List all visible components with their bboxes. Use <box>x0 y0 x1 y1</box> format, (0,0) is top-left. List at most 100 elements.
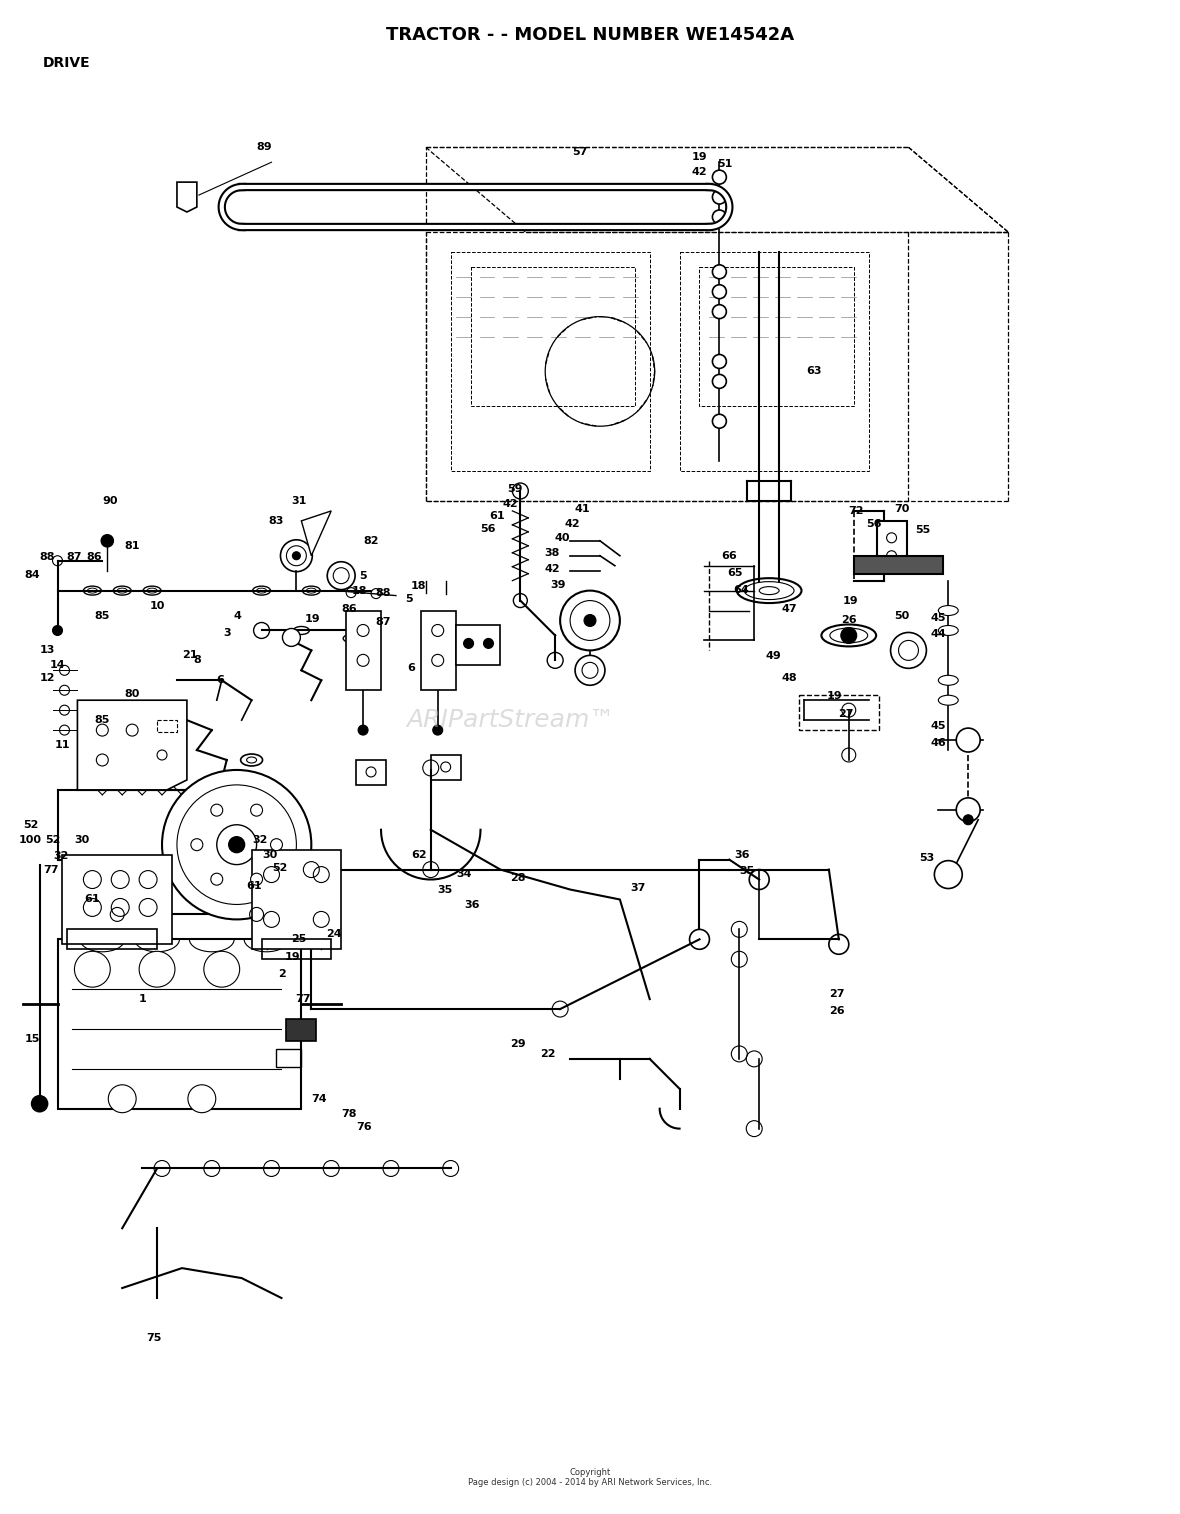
Text: 82: 82 <box>363 536 379 545</box>
Polygon shape <box>177 182 197 212</box>
Text: 6: 6 <box>216 675 224 686</box>
Text: 31: 31 <box>291 497 307 506</box>
Circle shape <box>713 415 727 428</box>
Text: 27: 27 <box>838 709 853 719</box>
Text: 75: 75 <box>146 1332 162 1343</box>
Circle shape <box>139 871 157 889</box>
Circle shape <box>188 1086 216 1113</box>
Circle shape <box>484 639 493 648</box>
Text: 63: 63 <box>806 366 821 377</box>
Text: 3: 3 <box>223 628 230 639</box>
Circle shape <box>139 898 157 916</box>
Ellipse shape <box>938 695 958 706</box>
Circle shape <box>204 951 240 987</box>
Circle shape <box>713 265 727 279</box>
Text: 46: 46 <box>931 737 946 748</box>
Circle shape <box>101 534 113 547</box>
Circle shape <box>935 860 962 889</box>
Bar <box>471 266 635 406</box>
Text: 85: 85 <box>94 715 110 725</box>
Text: 84: 84 <box>25 569 40 580</box>
Circle shape <box>84 871 101 889</box>
Circle shape <box>841 627 857 643</box>
Circle shape <box>211 874 223 886</box>
Polygon shape <box>78 699 186 790</box>
Circle shape <box>713 354 727 368</box>
Text: 72: 72 <box>848 506 864 516</box>
Circle shape <box>250 874 262 886</box>
Text: 48: 48 <box>781 674 797 683</box>
Text: 44: 44 <box>931 630 946 639</box>
Circle shape <box>963 815 973 825</box>
Text: 61: 61 <box>245 881 262 890</box>
Text: 6: 6 <box>407 663 415 674</box>
Ellipse shape <box>938 625 958 636</box>
Circle shape <box>713 191 727 204</box>
Circle shape <box>250 804 262 816</box>
Text: 24: 24 <box>327 930 342 939</box>
Text: Copyright
Page design (c) 2004 - 2014 by ARI Network Services, Inc.: Copyright Page design (c) 2004 - 2014 by… <box>468 1467 712 1487</box>
Circle shape <box>53 625 63 636</box>
Text: 12: 12 <box>40 674 55 683</box>
Text: 42: 42 <box>564 519 579 528</box>
Text: 49: 49 <box>766 651 781 662</box>
Text: 4: 4 <box>234 610 242 621</box>
Text: 64: 64 <box>734 584 749 595</box>
Bar <box>356 760 386 784</box>
Text: 88: 88 <box>40 551 55 562</box>
Text: 100: 100 <box>19 834 42 845</box>
Circle shape <box>891 633 926 668</box>
Bar <box>276 1049 301 1067</box>
Text: 22: 22 <box>540 1049 556 1058</box>
Text: 81: 81 <box>124 540 140 551</box>
Text: 10: 10 <box>150 601 165 610</box>
Text: 86: 86 <box>86 551 103 562</box>
Text: 32: 32 <box>251 834 267 845</box>
Text: 65: 65 <box>728 568 743 578</box>
Text: ARIPartStream™: ARIPartStream™ <box>406 709 615 733</box>
Text: 57: 57 <box>572 147 588 157</box>
Circle shape <box>713 304 727 318</box>
Text: 15: 15 <box>25 1034 40 1045</box>
Circle shape <box>270 839 282 851</box>
Circle shape <box>139 951 175 987</box>
Text: 32: 32 <box>53 851 68 860</box>
Circle shape <box>32 1096 47 1111</box>
Text: 83: 83 <box>269 516 284 525</box>
Bar <box>262 939 332 960</box>
Text: 74: 74 <box>312 1093 327 1104</box>
Text: 21: 21 <box>182 651 197 660</box>
Text: 13: 13 <box>40 645 55 656</box>
Text: 42: 42 <box>691 167 707 177</box>
Text: 27: 27 <box>830 989 845 999</box>
Bar <box>854 556 943 574</box>
Text: 55: 55 <box>914 525 930 534</box>
Text: 76: 76 <box>356 1122 372 1131</box>
Circle shape <box>560 590 620 651</box>
Text: 19: 19 <box>304 613 320 624</box>
Text: 18: 18 <box>352 586 367 595</box>
Text: 1: 1 <box>138 995 146 1004</box>
Text: 11: 11 <box>54 740 71 749</box>
Text: 30: 30 <box>262 849 277 860</box>
Text: 19: 19 <box>284 952 300 963</box>
Bar <box>287 1019 316 1042</box>
Text: 80: 80 <box>124 689 140 699</box>
Bar <box>451 251 650 471</box>
Text: 36: 36 <box>734 849 750 860</box>
Circle shape <box>713 170 727 185</box>
Bar <box>251 849 341 949</box>
Text: 38: 38 <box>544 548 559 557</box>
Text: 8: 8 <box>194 656 201 665</box>
Text: 42: 42 <box>544 563 560 574</box>
Circle shape <box>282 628 301 646</box>
Text: 26: 26 <box>830 1007 845 1016</box>
Bar <box>877 521 906 566</box>
Bar <box>63 854 172 945</box>
Circle shape <box>229 837 244 852</box>
Text: 90: 90 <box>103 497 118 506</box>
Circle shape <box>713 374 727 389</box>
Text: 77: 77 <box>42 864 58 875</box>
Text: 53: 53 <box>919 852 935 863</box>
Bar <box>700 266 854 406</box>
